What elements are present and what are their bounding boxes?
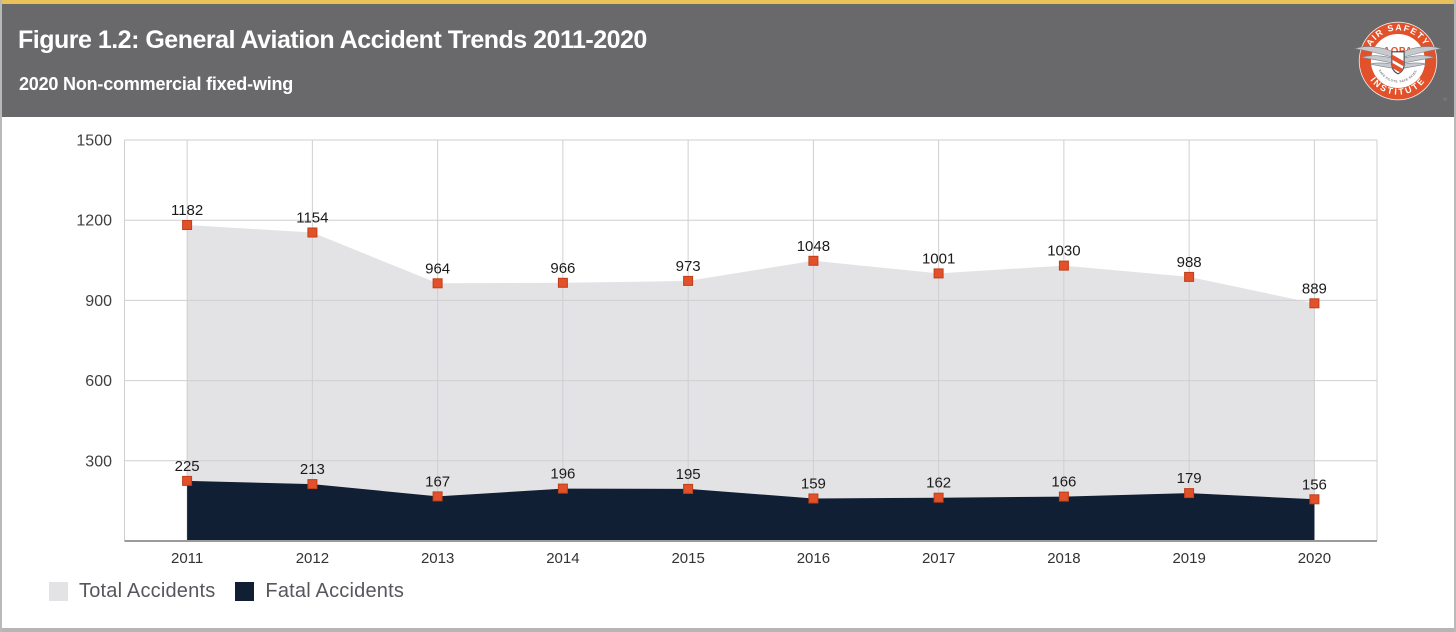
data-label-total-2016: 1048 [797,238,830,255]
legend-swatch-fatal-accidents [235,582,255,601]
x-axis-label: 2017 [922,550,955,567]
figure-title: Figure 1.2: General Aviation Accident Tr… [18,26,647,54]
x-axis-label: 2015 [671,550,704,567]
data-point-marker-fatal-2017 [933,492,944,503]
data-label-fatal-2013: 167 [425,473,450,490]
data-point-marker-total-2014 [557,277,568,288]
aopa-air-safety-institute-logo: AIR SAFETY INSTITUTE SAFE PILOTS. SAFE S… [1353,21,1447,102]
data-point-marker-fatal-2018 [1058,491,1069,502]
accident-trends-area-chart: 300 600 900 1200 1500 2011 2012 2013 2014 2015 201… [76,133,1378,567]
x-axis-label: 2016 [797,550,830,567]
fatal-accidents-area [187,480,1315,541]
data-label-total-2013: 964 [425,260,450,277]
data-label-fatal-2018: 166 [1051,474,1076,491]
data-point-marker-total-2018 [1058,260,1069,271]
legend-swatch-total-accidents [49,582,68,601]
x-axis-label: 2020 [1298,550,1331,567]
data-point-marker-total-2012 [307,227,318,238]
data-label-total-2014: 966 [550,260,575,277]
legend-label-fatal-accidents: Fatal Accidents [265,580,405,602]
data-label-fatal-2016: 159 [801,476,826,493]
data-label-fatal-2012: 213 [300,461,325,478]
data-point-marker-fatal-2015 [683,483,694,494]
data-point-marker-total-2011 [182,220,193,230]
data-label-fatal-2014: 196 [550,466,575,483]
data-point-marker-fatal-2016 [808,493,819,504]
y-tick-label: 600 [85,373,112,390]
data-point-marker-total-2019 [1184,271,1195,282]
data-label-fatal-2019: 179 [1177,470,1202,487]
x-axis-label: 2018 [1047,550,1080,567]
data-point-marker-total-2017 [933,268,944,279]
data-point-marker-fatal-2013 [432,491,443,502]
x-axis-label: 2014 [546,550,579,567]
bottom-border [2,628,1454,632]
data-label-total-2020: 889 [1302,280,1327,297]
data-label-fatal-2011: 225 [175,458,200,475]
data-label-total-2017: 1001 [922,250,955,267]
x-axis-label: 2013 [421,550,454,567]
data-label-total-2015: 973 [676,258,701,275]
data-point-marker-total-2020 [1309,298,1320,309]
data-point-marker-fatal-2014 [557,483,568,494]
logo-shield-icon [1391,51,1405,75]
x-axis-label: 2011 [171,550,203,567]
data-point-marker-fatal-2019 [1184,488,1195,499]
data-point-marker-fatal-2020 [1309,494,1320,505]
y-tick-label: 300 [85,453,112,470]
data-label-total-2012: 1154 [296,210,328,227]
figure-subtitle: 2020 Non-commercial fixed-wing [19,74,294,94]
data-label-total-2019: 988 [1177,254,1202,271]
logo-wings-icon [1353,46,1443,70]
total-accidents-area [187,225,1315,541]
x-axis-label: 2012 [296,550,329,567]
data-point-marker-total-2013 [432,278,443,289]
header: Figure 1.2: General Aviation Accident Tr… [2,4,1454,117]
data-label-total-2011: 1182 [171,202,203,219]
data-point-marker-fatal-2011 [182,475,193,486]
top-accent-bar [2,0,1454,4]
legend-label-total-accidents: Total Accidents [79,580,216,602]
data-label-fatal-2020: 156 [1302,476,1327,493]
data-label-fatal-2015: 195 [676,466,701,483]
data-point-marker-fatal-2012 [307,479,318,490]
data-label-fatal-2017: 162 [926,475,951,492]
legend-item-fatal-accidents: Fatal Accidents [235,580,404,603]
data-point-marker-total-2016 [808,255,819,266]
y-tick-label: 1200 [76,213,112,230]
legend-item-total-accidents: Total Accidents [49,580,215,603]
chart-legend: Total Accidents Fatal Accidents [49,580,404,603]
logo-trademark: TM [1443,97,1447,102]
x-axis-label: 2019 [1172,550,1205,567]
data-label-total-2018: 1030 [1047,243,1080,260]
y-tick-label: 900 [85,293,112,310]
data-point-marker-total-2015 [683,275,694,286]
y-tick-label: 1500 [76,133,112,150]
